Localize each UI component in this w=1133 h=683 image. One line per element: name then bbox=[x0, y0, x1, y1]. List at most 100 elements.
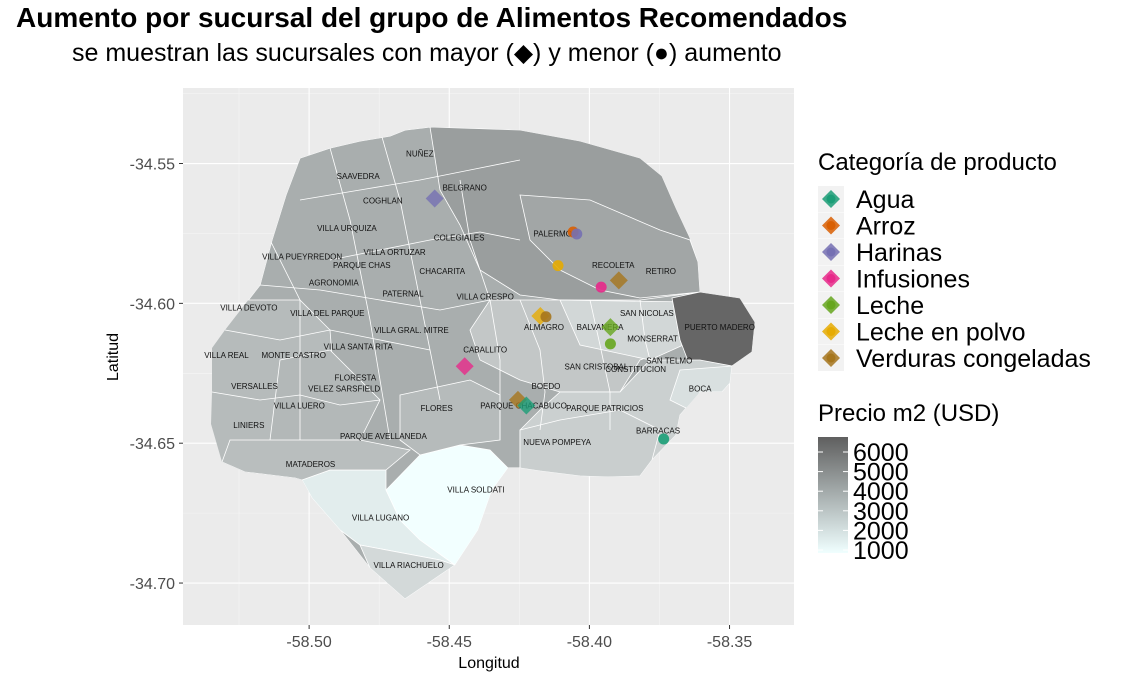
barrio-label: SAN CRISTOBAL bbox=[564, 362, 628, 371]
y-axis-title: Latitud bbox=[105, 333, 122, 381]
barrio-label: SAAVEDRA bbox=[337, 172, 381, 181]
barrio-label: MONTE CASTRO bbox=[261, 351, 325, 360]
barrio-label: CHACARITA bbox=[419, 267, 465, 276]
colorbar-label: 1000 bbox=[853, 537, 909, 565]
y-tick-label: -34.55 bbox=[130, 157, 175, 174]
barrio-label: VILLA ORTUZAR bbox=[364, 248, 426, 257]
sucursal-menor-marker bbox=[595, 281, 607, 293]
barrio-label: NUEVA POMPEYA bbox=[523, 438, 591, 447]
barrio-label: SAN NICOLAS bbox=[620, 309, 674, 318]
barrio-label: VILLA PUEYRREDON bbox=[262, 252, 342, 261]
legend-key-dot bbox=[826, 221, 836, 230]
barrio-label: PUERTO MADERO bbox=[685, 323, 755, 332]
barrio-label: VILLA GRAL. MITRE bbox=[374, 326, 449, 335]
x-axis: -58.50 -58.45 -58.40 -58.35 bbox=[286, 625, 752, 651]
x-tick-label: -58.35 bbox=[707, 634, 752, 651]
sucursal-menor-marker bbox=[604, 338, 616, 350]
barrio-label: PARQUE AVELLANEDA bbox=[340, 432, 428, 441]
barrio-label: ALMAGRO bbox=[524, 323, 564, 332]
sucursal-mayor-marker bbox=[425, 189, 444, 208]
sucursal-mayor-marker bbox=[455, 357, 474, 376]
barrio-label: MONSERRAT bbox=[627, 334, 678, 343]
legend-categoria-label: Infusiones bbox=[856, 266, 970, 294]
barrio-label: VILLA SANTA RITA bbox=[324, 343, 394, 352]
x-axis-title: Longitud bbox=[458, 655, 519, 672]
barrio-label: CONSTITUCION bbox=[605, 365, 666, 374]
legend-categoria-label: Leche en polvo bbox=[856, 319, 1026, 347]
barrio-label: VILLA DEL PARQUE bbox=[290, 309, 364, 318]
barrio-label: VILLA LUGANO bbox=[352, 513, 409, 522]
barrio-label: PALERMO bbox=[533, 230, 572, 239]
sucursal-menor-marker bbox=[552, 260, 564, 272]
sucursales-layer bbox=[425, 189, 670, 445]
barrio-label: COLEGIALES bbox=[434, 234, 485, 243]
barrio-label: AGRONOMIA bbox=[309, 278, 359, 287]
y-axis: -34.55 -34.60 -34.65 -34.70 bbox=[130, 157, 183, 593]
barrio-label: BOCA bbox=[689, 385, 712, 394]
barrio-label: VILLA DEVOTO bbox=[220, 304, 277, 313]
legend-categoria-label: Leche bbox=[856, 292, 924, 320]
barrio-label: VERSALLES bbox=[231, 382, 278, 391]
barrio-label: VELEZ SARSFIELD bbox=[308, 385, 380, 394]
legend-key-dot bbox=[826, 194, 836, 204]
legend-categoria-label: Harinas bbox=[856, 239, 942, 267]
barrio-label: PATERNAL bbox=[382, 290, 424, 299]
barrio-label: NUÑEZ bbox=[406, 150, 434, 159]
barrio-labels: NUÑEZ SAAVEDRA BELGRANO COGHLAN VILLA URQUIZ… bbox=[204, 150, 755, 570]
legend-precio-title: Precio m2 (USD) bbox=[818, 400, 999, 427]
sucursal-mayor-marker bbox=[609, 271, 628, 290]
barrio-label: VILLA URQUIZA bbox=[317, 224, 377, 233]
barrio-label: VILLA CRESPO bbox=[456, 292, 513, 301]
sucursal-menor-marker bbox=[540, 311, 552, 323]
colorbar-label: 3000 bbox=[853, 498, 909, 526]
barrio-label: FLORESTA bbox=[335, 373, 377, 382]
barrio-label: COGHLAN bbox=[363, 197, 403, 206]
sucursal-menor-marker bbox=[658, 433, 670, 445]
barrio-label: BOEDO bbox=[532, 382, 561, 391]
barrio-label: VILLA REAL bbox=[204, 351, 249, 360]
legend-key-dot bbox=[826, 247, 836, 257]
barrio-label: PARQUE PATRICIOS bbox=[566, 404, 643, 413]
colorbar-label: 5000 bbox=[853, 459, 909, 487]
barrio-label: CABALLITO bbox=[463, 346, 507, 355]
legend-key-dot bbox=[826, 274, 836, 283]
barrio-label: SAN TELMO bbox=[646, 357, 692, 366]
sucursal-mayor-marker bbox=[601, 318, 620, 337]
barrio-label: MATADEROS bbox=[286, 460, 335, 469]
legend-categoria: Categoría de producto AguaArrozHarinasIn… bbox=[818, 149, 1091, 373]
y-tick-label: -34.70 bbox=[130, 576, 175, 593]
legend-categoria-title: Categoría de producto bbox=[818, 149, 1057, 176]
barrio-label: BELGRANO bbox=[442, 183, 486, 192]
legend-categoria-label: Arroz bbox=[856, 213, 916, 241]
x-tick-label: -58.40 bbox=[567, 634, 612, 651]
y-tick-label: -34.65 bbox=[130, 436, 175, 453]
barrio-label: BARRACAS bbox=[636, 427, 680, 436]
legend-categoria-label: Agua bbox=[856, 186, 914, 214]
colorbar-label: 4000 bbox=[853, 478, 909, 506]
barrio-label: LINIERS bbox=[233, 421, 264, 430]
barrio-label: RETIRO bbox=[646, 267, 676, 276]
chart-subtitle: se muestran las sucursales con mayor (◆)… bbox=[72, 39, 782, 67]
legend-key-dot bbox=[826, 353, 836, 363]
x-tick-label: -58.45 bbox=[427, 634, 472, 651]
sucursal-menor-marker bbox=[571, 228, 583, 240]
precio-colorbar bbox=[818, 437, 848, 553]
barrio-label: RECOLETA bbox=[592, 261, 635, 270]
x-tick-label: -58.50 bbox=[286, 634, 331, 651]
legend-key-dot bbox=[826, 327, 836, 336]
colorbar-label: 2000 bbox=[853, 517, 909, 545]
barrios-layer bbox=[211, 127, 755, 599]
legend-categoria-label: Verduras congeladas bbox=[856, 345, 1091, 373]
colorbar-label: 6000 bbox=[853, 439, 909, 467]
barrio-label: VILLA RIACHUELO bbox=[373, 561, 443, 570]
barrio-label: VILLA LUERO bbox=[274, 401, 325, 410]
sucursal-mayor-marker bbox=[517, 396, 536, 415]
barrio-label: BALVANERA bbox=[577, 323, 624, 332]
barrio-label: PARQUE CHAS bbox=[333, 261, 391, 270]
legend-key-dot bbox=[826, 300, 836, 310]
y-tick-label: -34.60 bbox=[130, 296, 175, 313]
barrio-label: VILLA SOLDATI bbox=[447, 485, 504, 494]
chart-title: Aumento por sucursal del grupo de Alimen… bbox=[16, 2, 848, 33]
